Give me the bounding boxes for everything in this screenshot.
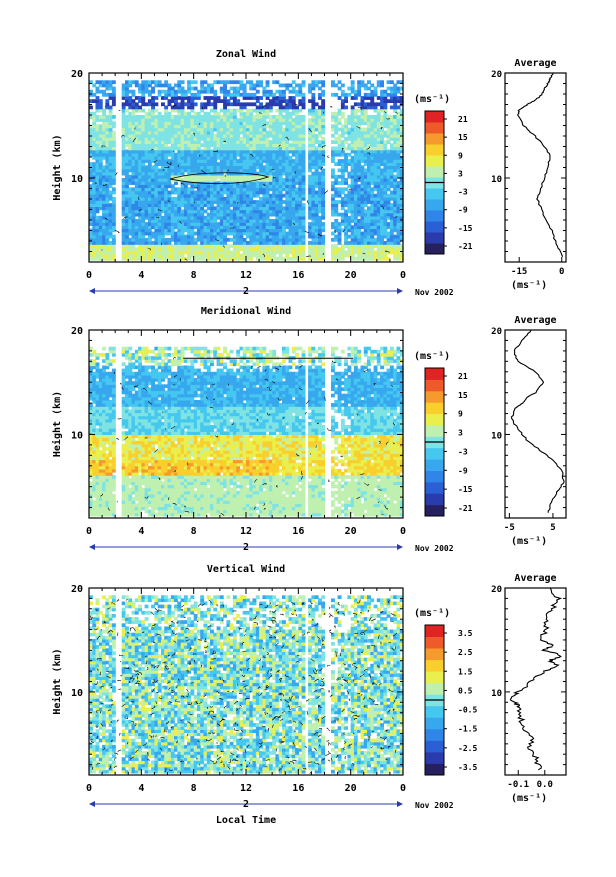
date-label: Nov 2002 [415, 288, 454, 297]
x-tick-label: 12 [240, 270, 252, 281]
heatmap-cell [132, 90, 136, 94]
colorbar-swatch [425, 188, 444, 200]
profile-y-tick-label: 20 [491, 70, 502, 80]
heatmap-cell [390, 80, 394, 84]
heatmap-cell [204, 80, 208, 84]
heatmap-cell [275, 80, 279, 84]
heatmap-cell [331, 513, 335, 517]
colorbar-swatch [425, 210, 444, 222]
panel-title-0: Zonal Wind [216, 48, 276, 60]
heatmap-panel-0: Zonal Wind 0 4 8 12 16 20 0 20 10 Height (km) 2 Nov … [51, 48, 566, 297]
x-tick-label: 4 [138, 270, 144, 281]
profile-line [518, 73, 563, 257]
day-span-arrow [89, 288, 95, 294]
heatmap-cell [135, 80, 139, 84]
colorbar-tick-label: 21 [458, 115, 468, 124]
y-tick-label: 20 [71, 69, 83, 80]
heatmap-cell [380, 80, 384, 84]
colorbar-swatch [425, 111, 444, 123]
heatmap-cell [158, 80, 162, 84]
heatmap-cell [331, 80, 335, 84]
heatmap-cell [321, 80, 325, 84]
heatmap-cell [331, 169, 335, 173]
colorbar-swatch [425, 221, 444, 233]
profile-panel-0: Average -15 0 20 10 (ms⁻¹) [491, 58, 566, 291]
heatmap-cell [292, 80, 296, 84]
colorbar-tick-label: 15 [458, 133, 468, 142]
heatmap-cell [161, 102, 165, 106]
colorbar-swatch [425, 166, 444, 178]
heatmap-cell [112, 80, 116, 84]
heatmap-cell [194, 87, 198, 91]
heatmap-cells-1 [89, 347, 404, 517]
heatmap-cell [351, 80, 355, 84]
heatmap-cell [302, 115, 306, 119]
colorbar-swatch [425, 199, 444, 211]
profile-x-tick-label: -15 [511, 267, 527, 277]
heatmap-cell [249, 80, 253, 84]
colorbar-swatch [425, 122, 444, 134]
contour-line [330, 106, 332, 107]
heatmap-cell [269, 90, 273, 94]
heatmap-cell [302, 513, 306, 517]
colorbar-swatch [425, 133, 444, 145]
x-tick-label: 20 [345, 270, 357, 281]
colorbar-tick-label: -21 [458, 242, 473, 251]
x-tick-label: 16 [292, 270, 304, 281]
colorbar-tick-label: 9 [458, 151, 463, 160]
heatmap-cell [334, 219, 338, 223]
colorbar-unit: (ms⁻¹) [414, 94, 450, 105]
x-tick-label: 8 [191, 270, 197, 281]
profile-x-tick-label: 0 [559, 267, 564, 277]
heatmap-cell [164, 80, 168, 84]
heatmap-cell [259, 80, 263, 84]
profile-frame [505, 73, 566, 262]
heatmap-cell [194, 80, 198, 84]
colorbar-swatch [425, 144, 444, 156]
heatmap-cell [181, 80, 185, 84]
colorbar-swatch [425, 232, 444, 244]
profile-title: Average [514, 58, 556, 69]
colorbar-tick-label: -9 [458, 206, 468, 215]
day-label: 2 [243, 286, 249, 297]
colorbar-swatch [425, 155, 444, 167]
x-tick-label: 0 [86, 270, 92, 281]
colorbar-swatch [425, 243, 444, 255]
colorbar-tick-label: -15 [458, 224, 473, 233]
heatmap-cells-0 [89, 80, 404, 260]
colorbar-tick-label: -3 [458, 188, 468, 197]
day-span-arrow [397, 288, 403, 294]
colorbar-tick-label: 3 [458, 169, 463, 178]
y-axis-label-0: Height (km) [51, 134, 63, 200]
heatmap-cell [367, 80, 371, 84]
profile-y-tick-label: 10 [491, 175, 502, 185]
heatmap-cell [334, 93, 338, 97]
heatmap-cell [361, 80, 365, 84]
contour-line [119, 110, 121, 111]
contour-line [327, 156, 329, 158]
heatmap-cell [240, 80, 244, 84]
heatmap-cell [302, 80, 306, 84]
x-tick-label: 0 [400, 270, 406, 281]
colorbar-0: (ms⁻¹) 21 15 9 3 -3 -9 -15 -21 [414, 94, 473, 255]
heatmap-cell [338, 80, 342, 84]
contour-line [295, 103, 298, 105]
profile-x-axis-label: (ms⁻¹) [511, 280, 547, 291]
panel-title-1: Meridional Wind [201, 305, 291, 317]
heatmap-cell [338, 513, 342, 517]
heatmap-cell [266, 80, 270, 84]
y-tick-label: 10 [71, 174, 83, 185]
